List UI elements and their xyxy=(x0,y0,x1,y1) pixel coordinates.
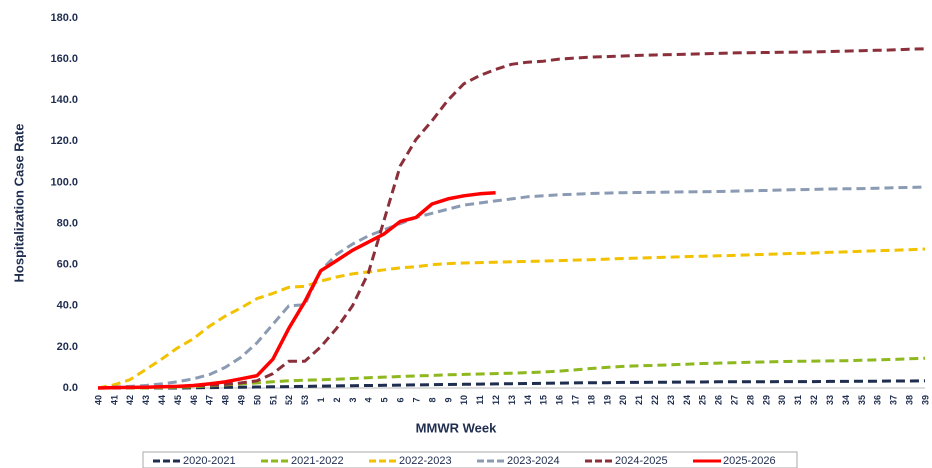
x-tick-label: 19 xyxy=(602,395,612,405)
x-tick-label: 48 xyxy=(221,395,231,405)
x-tick-label: 10 xyxy=(459,395,469,405)
legend-label: 2021-2022 xyxy=(291,455,344,467)
x-tick-label: 52 xyxy=(284,395,294,405)
series-line xyxy=(98,379,926,390)
x-tick-label: 30 xyxy=(777,395,787,405)
legend-label: 2025-2026 xyxy=(723,455,776,467)
x-tick-label: 50 xyxy=(252,395,262,405)
y-tick-label: 160.0 xyxy=(50,53,78,65)
x-tick-label: 21 xyxy=(634,395,644,405)
y-tick-label: 20.0 xyxy=(57,341,78,353)
x-tick-label: 17 xyxy=(570,395,580,405)
x-tick-label: 33 xyxy=(825,395,835,405)
x-tick-label: 46 xyxy=(189,395,199,405)
x-tick-label: 12 xyxy=(491,395,501,405)
y-tick-label: 40.0 xyxy=(57,300,78,312)
x-tick-label: 32 xyxy=(809,395,819,405)
x-tick-label: 28 xyxy=(745,395,755,405)
x-tick-label: 9 xyxy=(443,397,453,402)
x-tick-label: 35 xyxy=(857,395,867,405)
x-tick-label: 29 xyxy=(761,395,771,405)
x-tick-label: 47 xyxy=(205,395,215,405)
y-tick-label: 80.0 xyxy=(57,217,78,229)
x-tick-label: 18 xyxy=(586,395,596,405)
x-tick-label: 22 xyxy=(650,395,660,405)
x-tick-label: 26 xyxy=(714,395,724,405)
series-line xyxy=(97,247,926,390)
x-tick-label: 11 xyxy=(475,395,485,405)
y-tick-label: 180.0 xyxy=(50,12,78,24)
x-tick-label: 41 xyxy=(109,395,119,405)
x-tick-label: 42 xyxy=(125,395,135,405)
x-tick-label: 13 xyxy=(507,395,517,405)
x-tick-label: 25 xyxy=(698,395,708,405)
x-axis-title: MMWR Week xyxy=(416,420,497,435)
x-tick-label: 4 xyxy=(364,397,374,402)
x-tick-label: 16 xyxy=(555,395,565,405)
x-tick-label: 44 xyxy=(157,395,167,405)
x-tick-label: 5 xyxy=(380,397,390,402)
series-line xyxy=(97,185,926,390)
x-tick-label: 7 xyxy=(411,397,421,402)
x-tick-label: 38 xyxy=(904,395,914,405)
x-tick-label: 24 xyxy=(682,395,692,405)
legend-label: 2022-2023 xyxy=(399,455,452,467)
x-tick-label: 14 xyxy=(523,395,533,405)
y-axis-title: Hospitalization Case Rate xyxy=(11,124,26,283)
x-tick-label: 34 xyxy=(841,395,851,405)
x-tick-label: 53 xyxy=(300,395,310,405)
legend-label: 2024-2025 xyxy=(615,455,668,467)
y-tick-label: 100.0 xyxy=(50,176,78,188)
series-line xyxy=(97,190,496,390)
x-tick-label: 6 xyxy=(396,397,406,402)
x-tick-label: 45 xyxy=(173,395,183,405)
legend-box xyxy=(142,451,798,468)
series-line xyxy=(98,356,926,390)
series-line xyxy=(98,47,926,390)
y-tick-label: 120.0 xyxy=(50,135,78,147)
x-tick-label: 49 xyxy=(237,395,247,405)
legend-label: 2020-2021 xyxy=(183,455,236,467)
x-tick-label: 36 xyxy=(873,395,883,405)
x-tick-label: 43 xyxy=(141,395,151,405)
x-tick-label: 3 xyxy=(348,397,358,402)
x-tick-label: 39 xyxy=(920,395,930,405)
y-tick-label: 140.0 xyxy=(50,94,78,106)
x-tick-label: 37 xyxy=(889,395,899,405)
x-tick-label: 51 xyxy=(268,395,278,405)
y-tick-label: 0.0 xyxy=(63,382,78,394)
x-tick-label: 2 xyxy=(332,397,342,402)
x-tick-label: 27 xyxy=(730,395,740,405)
x-tick-label: 20 xyxy=(618,395,628,405)
x-tick-label: 1 xyxy=(316,397,326,402)
x-tick-label: 8 xyxy=(427,397,437,402)
x-tick-label: 31 xyxy=(793,395,803,405)
legend-label: 2023-2024 xyxy=(507,455,560,467)
y-tick-label: 60.0 xyxy=(57,259,78,271)
x-tick-label: 40 xyxy=(93,395,103,405)
x-tick-label: 23 xyxy=(666,395,676,405)
x-tick-label: 15 xyxy=(539,395,549,405)
